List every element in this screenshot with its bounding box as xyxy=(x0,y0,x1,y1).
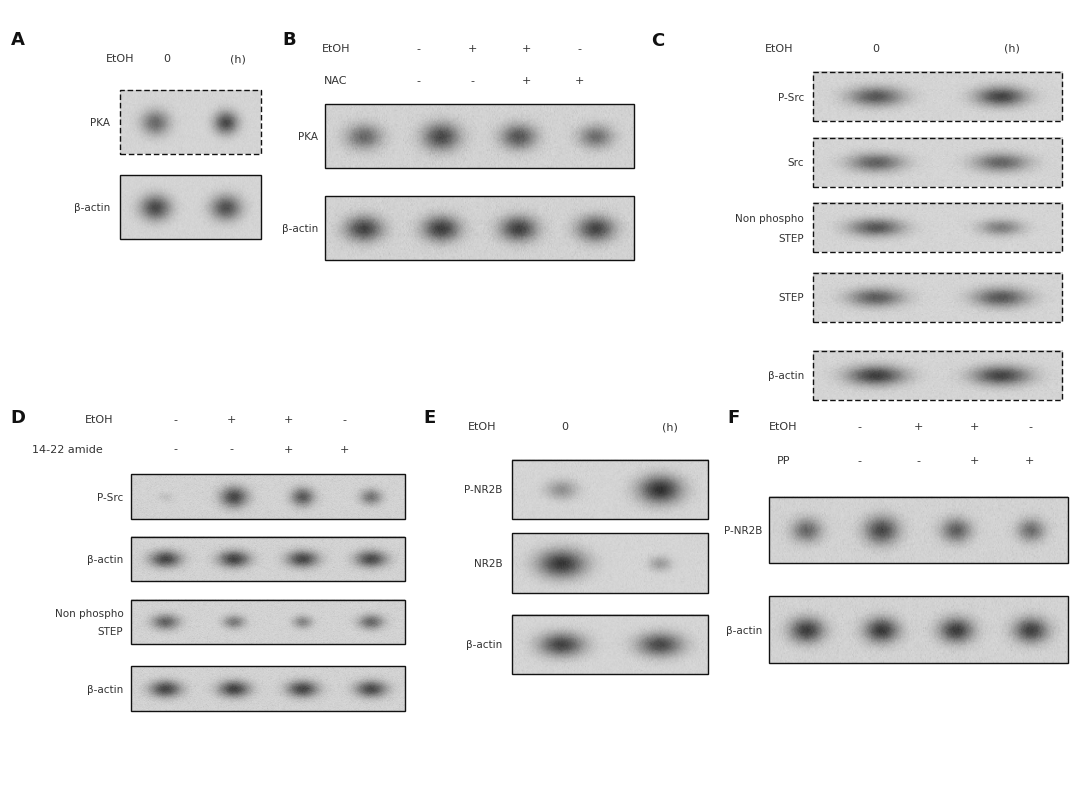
Text: EtOH: EtOH xyxy=(321,44,351,54)
Text: STEP: STEP xyxy=(98,626,124,637)
Text: β-actin: β-actin xyxy=(467,639,503,650)
Text: +: + xyxy=(283,444,293,454)
Text: -: - xyxy=(174,415,178,424)
Text: +: + xyxy=(227,415,237,424)
Bar xyxy=(121,91,261,155)
Bar xyxy=(131,666,405,711)
Bar xyxy=(326,197,633,261)
Text: -: - xyxy=(858,455,861,465)
Text: -: - xyxy=(917,455,921,465)
Text: B: B xyxy=(282,31,296,49)
Text: +: + xyxy=(914,422,923,431)
Bar xyxy=(326,105,633,168)
Text: +: + xyxy=(283,415,293,424)
Text: +: + xyxy=(1025,455,1035,465)
Text: +: + xyxy=(521,75,531,86)
Text: (h): (h) xyxy=(661,422,678,431)
Text: P-NR2B: P-NR2B xyxy=(465,484,503,495)
Text: 0: 0 xyxy=(560,422,568,431)
Text: C: C xyxy=(652,32,665,51)
Bar xyxy=(812,139,1062,188)
Text: EtOH: EtOH xyxy=(769,422,797,431)
Text: β-actin: β-actin xyxy=(727,625,762,634)
Bar xyxy=(512,460,708,519)
Text: STEP: STEP xyxy=(779,293,804,303)
Text: -: - xyxy=(578,44,582,54)
Text: +: + xyxy=(468,44,477,54)
Bar xyxy=(121,176,261,239)
Text: 14-22 amide: 14-22 amide xyxy=(31,444,102,454)
Text: -: - xyxy=(417,44,420,54)
Bar xyxy=(131,537,405,581)
Text: P-NR2B: P-NR2B xyxy=(724,525,762,535)
Text: β-actin: β-actin xyxy=(282,224,318,233)
Text: β-actin: β-actin xyxy=(87,555,124,565)
Text: (h): (h) xyxy=(229,55,245,64)
Text: EtOH: EtOH xyxy=(106,55,135,64)
Bar xyxy=(131,475,405,519)
Text: 0: 0 xyxy=(872,43,880,54)
Text: D: D xyxy=(11,408,26,427)
Bar xyxy=(512,615,708,674)
Bar xyxy=(812,204,1062,253)
Text: PKA: PKA xyxy=(299,132,318,142)
Text: Src: Src xyxy=(787,158,804,168)
Bar xyxy=(769,497,1069,563)
Text: +: + xyxy=(576,75,584,86)
Text: NR2B: NR2B xyxy=(475,558,503,569)
Text: PKA: PKA xyxy=(90,118,110,128)
Bar xyxy=(512,534,708,593)
Text: P-Src: P-Src xyxy=(97,492,124,502)
Text: β-actin: β-actin xyxy=(87,684,124,694)
Text: E: E xyxy=(424,408,435,427)
Text: +: + xyxy=(521,44,531,54)
Bar xyxy=(769,597,1069,663)
Text: -: - xyxy=(470,75,475,86)
Text: F: F xyxy=(728,408,740,427)
Text: β-actin: β-actin xyxy=(74,203,110,213)
Text: +: + xyxy=(340,444,349,454)
Text: β-actin: β-actin xyxy=(768,371,804,381)
Bar xyxy=(812,273,1062,322)
Text: PP: PP xyxy=(776,455,790,465)
Text: -: - xyxy=(858,422,861,431)
Text: +: + xyxy=(970,422,980,431)
Text: 0: 0 xyxy=(164,55,171,64)
Text: EtOH: EtOH xyxy=(468,422,496,431)
Text: -: - xyxy=(230,444,233,454)
Bar xyxy=(131,600,405,645)
Text: Non phospho: Non phospho xyxy=(735,213,804,223)
Text: NAC: NAC xyxy=(325,75,348,86)
Text: -: - xyxy=(342,415,346,424)
Bar xyxy=(812,73,1062,122)
Text: -: - xyxy=(1028,422,1032,431)
Text: A: A xyxy=(11,31,25,49)
Text: Non phospho: Non phospho xyxy=(54,608,124,618)
Text: (h): (h) xyxy=(1003,43,1020,54)
Text: STEP: STEP xyxy=(779,234,804,244)
Text: EtOH: EtOH xyxy=(85,415,114,424)
Bar xyxy=(812,351,1062,400)
Text: EtOH: EtOH xyxy=(765,43,793,54)
Text: +: + xyxy=(970,455,980,465)
Text: P-Src: P-Src xyxy=(778,93,804,103)
Text: -: - xyxy=(174,444,178,454)
Text: -: - xyxy=(417,75,420,86)
